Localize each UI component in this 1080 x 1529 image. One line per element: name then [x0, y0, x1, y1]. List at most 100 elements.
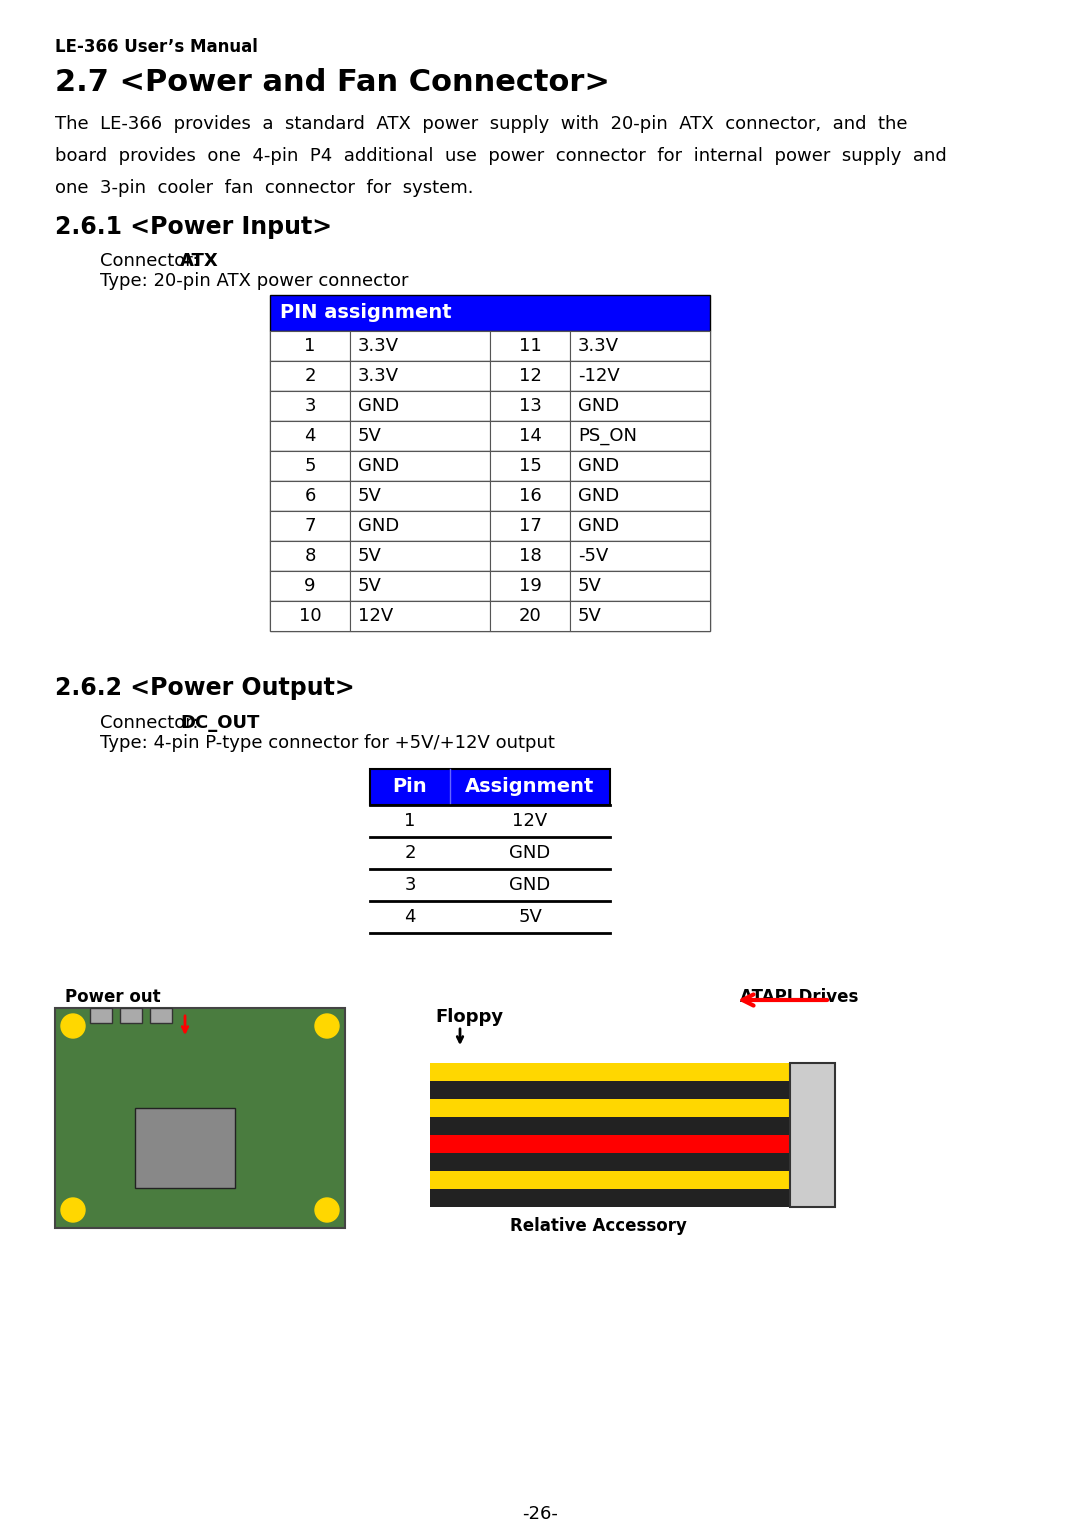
Bar: [270, 391, 350, 420]
Bar: [430, 1171, 789, 1190]
Text: 5V: 5V: [357, 427, 382, 445]
Text: Type: 20-pin ATX power connector: Type: 20-pin ATX power connector: [100, 272, 408, 291]
Bar: [370, 769, 610, 804]
Bar: [430, 1153, 789, 1171]
Bar: [270, 451, 710, 482]
Bar: [135, 1109, 235, 1188]
Bar: [350, 391, 490, 420]
Text: GND: GND: [357, 457, 400, 476]
Text: 9: 9: [305, 576, 315, 595]
Bar: [270, 420, 710, 451]
Circle shape: [60, 1199, 85, 1222]
Text: The  LE-366  provides  a  standard  ATX  power  supply  with  20-pin  ATX  conne: The LE-366 provides a standard ATX power…: [55, 115, 907, 133]
Text: 2: 2: [305, 367, 315, 385]
Bar: [350, 330, 490, 361]
Bar: [270, 451, 350, 482]
Bar: [490, 391, 570, 420]
Text: ATX: ATX: [180, 252, 219, 271]
Text: board  provides  one  4-pin  P4  additional  use  power  connector  for  interna: board provides one 4-pin P4 additional u…: [55, 147, 947, 165]
Text: 1: 1: [305, 336, 315, 355]
Text: 5V: 5V: [518, 908, 542, 927]
Bar: [570, 511, 710, 541]
Bar: [430, 1190, 789, 1206]
Bar: [490, 330, 570, 361]
Text: GND: GND: [578, 488, 619, 505]
Bar: [270, 570, 350, 601]
Text: 11: 11: [518, 336, 541, 355]
Text: 2: 2: [404, 844, 416, 862]
Bar: [270, 295, 710, 330]
Bar: [490, 511, 570, 541]
Bar: [270, 570, 710, 601]
Bar: [789, 1063, 835, 1206]
Text: ATAPI Drives: ATAPI Drives: [740, 988, 859, 1006]
Bar: [350, 420, 490, 451]
Bar: [270, 361, 350, 391]
Text: 12: 12: [518, 367, 541, 385]
Bar: [270, 361, 710, 391]
Text: PS_ON: PS_ON: [578, 427, 637, 445]
Bar: [350, 361, 490, 391]
Bar: [270, 511, 350, 541]
Bar: [490, 361, 570, 391]
Bar: [430, 1135, 789, 1153]
Bar: [490, 482, 570, 511]
Bar: [270, 330, 710, 361]
Text: 2.7 <Power and Fan Connector>: 2.7 <Power and Fan Connector>: [55, 67, 610, 96]
Bar: [570, 391, 710, 420]
Text: 19: 19: [518, 576, 541, 595]
Bar: [270, 482, 710, 511]
Bar: [570, 330, 710, 361]
Bar: [430, 1081, 789, 1099]
Bar: [270, 541, 710, 570]
Bar: [350, 482, 490, 511]
Circle shape: [315, 1199, 339, 1222]
Bar: [270, 511, 710, 541]
Bar: [490, 601, 570, 631]
Bar: [490, 541, 570, 570]
Text: 5V: 5V: [357, 488, 382, 505]
Text: 10: 10: [299, 607, 322, 625]
Bar: [570, 361, 710, 391]
Text: -26-: -26-: [522, 1505, 558, 1523]
Text: DC_OUT: DC_OUT: [180, 714, 259, 732]
Text: 3.3V: 3.3V: [357, 367, 400, 385]
Bar: [490, 420, 570, 451]
Bar: [270, 391, 710, 420]
Text: 13: 13: [518, 398, 541, 414]
Text: 3.3V: 3.3V: [357, 336, 400, 355]
Text: Type: 4-pin P-type connector for +5V/+12V output: Type: 4-pin P-type connector for +5V/+12…: [100, 734, 555, 752]
Text: 5V: 5V: [357, 547, 382, 566]
Text: PIN assignment: PIN assignment: [280, 303, 451, 323]
Bar: [350, 511, 490, 541]
Bar: [570, 601, 710, 631]
Text: 5V: 5V: [578, 576, 602, 595]
Text: 4: 4: [305, 427, 315, 445]
Text: one  3-pin  cooler  fan  connector  for  system.: one 3-pin cooler fan connector for syste…: [55, 179, 473, 197]
Text: 15: 15: [518, 457, 541, 476]
Text: 3.3V: 3.3V: [578, 336, 619, 355]
Bar: [570, 541, 710, 570]
Bar: [350, 541, 490, 570]
Text: Floppy: Floppy: [435, 1008, 503, 1026]
Bar: [270, 482, 350, 511]
Text: 5V: 5V: [357, 576, 382, 595]
Bar: [55, 1008, 345, 1228]
Bar: [570, 570, 710, 601]
Bar: [270, 601, 350, 631]
Text: 18: 18: [518, 547, 541, 566]
Circle shape: [315, 1014, 339, 1038]
Text: GND: GND: [578, 457, 619, 476]
Circle shape: [60, 1014, 85, 1038]
Text: 8: 8: [305, 547, 315, 566]
Text: 2.6.2 <Power Output>: 2.6.2 <Power Output>: [55, 676, 354, 700]
Text: 2.6.1 <Power Input>: 2.6.1 <Power Input>: [55, 216, 333, 239]
Text: Assignment: Assignment: [465, 778, 595, 797]
Text: 5V: 5V: [578, 607, 602, 625]
Bar: [120, 1008, 141, 1023]
Bar: [270, 420, 350, 451]
Bar: [430, 1099, 789, 1118]
Bar: [270, 541, 350, 570]
Text: GND: GND: [510, 844, 551, 862]
Bar: [490, 570, 570, 601]
